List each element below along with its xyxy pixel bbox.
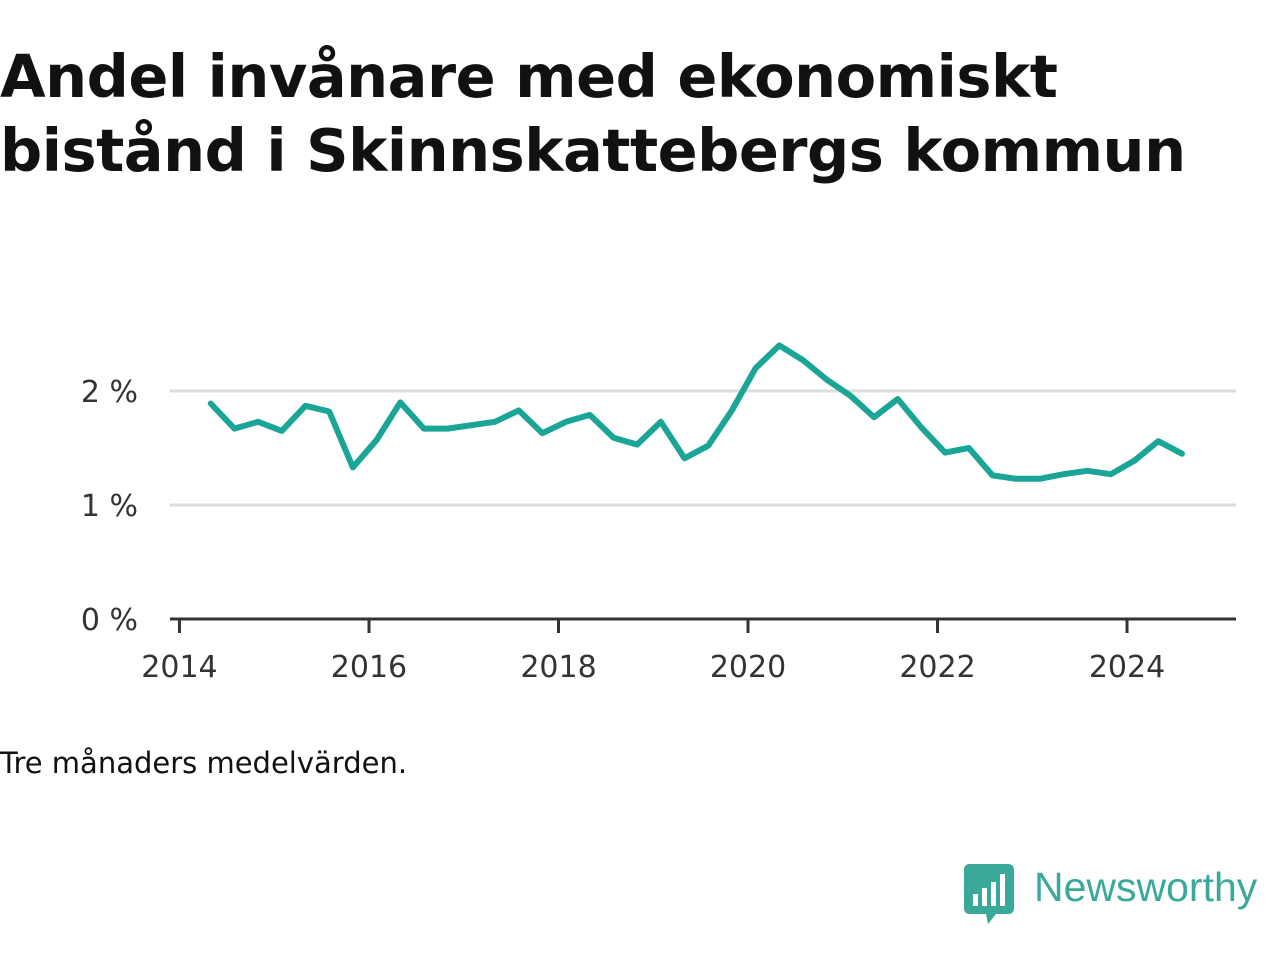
data-point: [682, 456, 687, 461]
data-point: [777, 343, 782, 348]
data-point: [350, 465, 355, 470]
data-point: [919, 425, 924, 430]
data-point: [966, 446, 971, 450]
data-point: [1061, 472, 1066, 477]
data-point: [800, 358, 805, 363]
data-point: [256, 419, 261, 424]
data-point: [587, 412, 592, 417]
x-tick-label-2018: 2018: [520, 650, 596, 685]
data-point: [943, 450, 948, 455]
x-axis: 2014 2016 2018 2020 2022 2024: [141, 617, 1236, 685]
data-point: [1132, 458, 1137, 463]
data-point: [753, 366, 758, 371]
chart-title-line-2: bistånd i Skinnskattebergs kommun: [0, 116, 1186, 185]
data-point: [279, 428, 284, 433]
data-point: [990, 473, 995, 478]
data-point: [493, 419, 498, 424]
x-tick-label-2014: 2014: [141, 650, 217, 685]
data-point: [303, 403, 308, 408]
y-tick-label-0: 0 %: [81, 603, 138, 638]
data-point: [540, 431, 545, 436]
data-point: [445, 426, 450, 431]
y-tick-label-2: 2 %: [81, 375, 138, 410]
data-point: [706, 443, 711, 448]
data-point: [469, 423, 474, 428]
data-point: [824, 377, 829, 382]
data-point: [1037, 476, 1042, 481]
chart-title-line-1: Andel invånare med ekonomiskt: [0, 42, 1058, 111]
series-group: [207, 342, 1185, 482]
data-point: [895, 396, 900, 401]
y-tick-label-1: 1 %: [81, 489, 138, 524]
data-point: [848, 393, 853, 398]
chart-note: Tre månaders medelvärden.: [0, 746, 408, 780]
data-point: [232, 426, 237, 431]
data-point: [327, 409, 332, 414]
data-point: [398, 400, 403, 405]
x-tick-label-2024: 2024: [1089, 650, 1165, 685]
chart-title: Andel invånare med ekonomiskt bistånd i …: [0, 40, 1270, 188]
data-point: [1179, 451, 1184, 456]
data-point: [658, 419, 663, 424]
brand-name: Newsworthy: [1034, 864, 1258, 910]
line-chart: 0 % 1 % 2 % 2014 2016 2018 2020 2022 2024: [81, 342, 1236, 685]
data-point: [374, 438, 379, 443]
data-point: [729, 408, 734, 413]
x-tick-label-2020: 2020: [710, 650, 786, 685]
data-point: [1085, 468, 1090, 473]
data-point: [611, 435, 616, 440]
data-point: [1014, 476, 1019, 481]
data-point: [872, 415, 877, 420]
data-point: [1108, 472, 1113, 477]
data-point: [635, 442, 640, 447]
data-point: [208, 401, 213, 406]
data-point: [564, 419, 569, 424]
newsworthy-logo-icon: [964, 864, 1014, 924]
data-point: [516, 408, 521, 413]
data-point: [1156, 439, 1161, 444]
gridlines: [170, 389, 1236, 507]
x-tick-label-2016: 2016: [331, 650, 407, 685]
data-point: [421, 426, 426, 431]
series-line-0: [207, 342, 1185, 482]
x-tick-label-2022: 2022: [899, 650, 975, 685]
y-axis-ticks: 0 % 1 % 2 %: [81, 375, 138, 638]
